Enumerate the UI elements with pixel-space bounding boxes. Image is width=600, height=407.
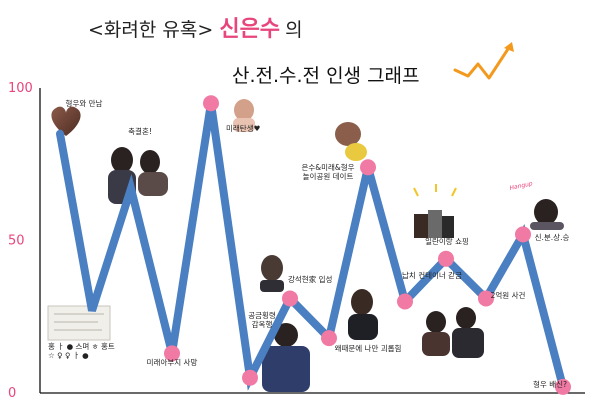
shopping-bags-icon bbox=[413, 184, 457, 238]
woman-glasses-icon bbox=[348, 289, 378, 340]
data-point-10 bbox=[438, 250, 454, 267]
data-point-4 bbox=[203, 95, 219, 112]
point-label-8: 은수&미래&형우 놀이공원 데이트 bbox=[301, 163, 354, 181]
point-label-6: 강석현家 입성 bbox=[288, 274, 332, 284]
couple-photo-icon bbox=[108, 147, 168, 204]
point-label-13: 형우 배신? bbox=[533, 380, 567, 389]
prisoner-photo-icon bbox=[262, 323, 310, 392]
y-tick-100: 100 bbox=[8, 81, 33, 96]
photo-placeholders bbox=[47, 99, 564, 392]
data-point-9 bbox=[397, 293, 413, 310]
y-tick-labels: 0 50 100 bbox=[8, 81, 33, 401]
data-point-7 bbox=[321, 330, 337, 347]
point-label-3: 미래아부지 사망 bbox=[147, 357, 198, 367]
trend-arrow-icon bbox=[453, 42, 514, 80]
baby-photo-icon bbox=[233, 99, 255, 132]
heart-photo-icon bbox=[51, 106, 81, 136]
point-label-2: 축결혼! bbox=[128, 126, 152, 136]
chart-title-line2: 산.전.수.전 인생 그래프 bbox=[232, 65, 420, 87]
man-portrait-icon bbox=[260, 255, 284, 292]
data-point-11 bbox=[478, 290, 494, 307]
life-line-series bbox=[56, 102, 567, 391]
data-point-13 bbox=[555, 378, 571, 395]
point-label-4: 미래탄생♥ bbox=[226, 123, 261, 133]
y-tick-50: 50 bbox=[8, 234, 25, 249]
point-label-12: 신.분.상.승 bbox=[535, 232, 570, 242]
point-label-5: 공금횡령 감옥행 bbox=[248, 310, 276, 329]
family-photo-icon bbox=[335, 122, 367, 161]
data-point-8 bbox=[360, 159, 376, 176]
point-label-10: 일란이랑 쇼핑 bbox=[425, 236, 469, 246]
scribble-text: 홍 ㅏ ● 스며 ㅎ 홍트 ☆ ♀ ♀ ㅏ ● bbox=[48, 341, 115, 360]
hangup-tag: Hangup bbox=[509, 180, 534, 192]
data-point-5 bbox=[242, 369, 258, 386]
chart-title-line1: <화려한 유혹> 신은수 의 bbox=[88, 17, 303, 42]
data-point-3 bbox=[164, 345, 180, 362]
data-point-6 bbox=[282, 290, 298, 307]
point-markers bbox=[164, 95, 571, 395]
document-photo-icon bbox=[47, 305, 111, 341]
y-tick-0: 0 bbox=[8, 386, 16, 401]
point-label-11: 2억원 사건 bbox=[491, 290, 526, 300]
argument-photo-icon bbox=[422, 307, 484, 358]
data-point-12 bbox=[515, 226, 531, 243]
woman-portrait-icon bbox=[530, 199, 564, 230]
point-label-0: 형우와 만남 bbox=[66, 98, 103, 108]
point-label-7: 왜때문에 나만 괴롭힘 bbox=[335, 343, 402, 353]
point-label-9: 납치 컨테이너 갇금 bbox=[402, 270, 462, 280]
series-line bbox=[56, 102, 567, 391]
